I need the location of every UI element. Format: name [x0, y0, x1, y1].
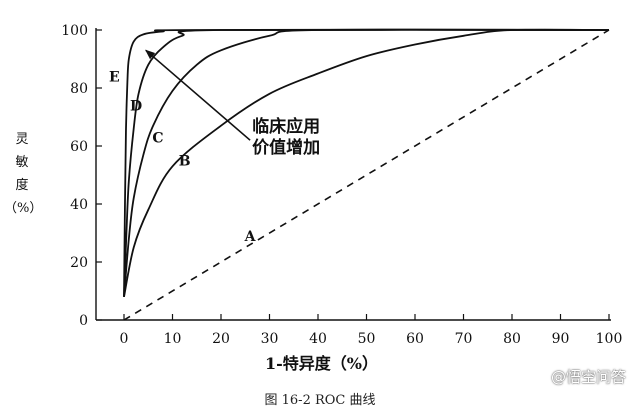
watermark: @悟空问答 [550, 368, 626, 386]
y-axis-label-char: 敏 [15, 155, 29, 170]
annotation-text: 临床应用 [252, 116, 320, 137]
figure-caption: 图 16-2 ROC 曲线 [264, 393, 376, 408]
curve-label-a: A [244, 229, 257, 245]
y-tick-label: 0 [79, 313, 88, 329]
roc-curve-d [123, 28, 610, 297]
x-tick-label: 40 [309, 331, 327, 347]
roc-curve-c [123, 28, 610, 297]
x-tick-label: 50 [358, 331, 376, 347]
axes [95, 28, 611, 321]
y-axis-label-unit: （%） [4, 201, 43, 216]
roc-curve-a [123, 29, 610, 321]
annotation-arrow [145, 49, 251, 141]
roc-curve-b [123, 28, 610, 297]
x-axis-label: 1-特异度（%） [265, 354, 378, 373]
x-tick-label: 60 [406, 331, 424, 347]
series [123, 28, 610, 321]
roc-curve-e [123, 28, 610, 297]
x-tick-label: 90 [552, 331, 570, 347]
curve-label-c: C [152, 130, 163, 146]
curve-label-e: E [109, 69, 120, 85]
ticks: 0 20 40 60 80 100 0 10 20 30 40 50 60 70 80 90 100 [61, 23, 622, 347]
y-tick-label: 100 [61, 23, 88, 39]
y-tick-label: 80 [70, 81, 88, 97]
y-tick-label: 20 [70, 255, 88, 271]
x-tick-label: 10 [164, 331, 182, 347]
x-tick-label: 20 [212, 331, 230, 347]
x-tick-label: 70 [455, 331, 473, 347]
x-tick-label: 0 [120, 331, 129, 347]
curve-label-d: D [130, 98, 142, 114]
annotation-text: 价值增加 [252, 137, 320, 158]
x-tick-label: 100 [596, 331, 623, 347]
y-axis-label-char: 灵 [15, 132, 29, 147]
y-axis-label-char: 度 [15, 178, 29, 193]
x-tick-label: 30 [261, 331, 279, 347]
y-axis-label: 灵 敏 度 （%） [4, 128, 43, 220]
curve-label-b: B [179, 154, 191, 170]
x-tick-label: 80 [503, 331, 521, 347]
y-tick-label: 60 [70, 139, 88, 155]
y-tick-label: 40 [70, 197, 88, 213]
